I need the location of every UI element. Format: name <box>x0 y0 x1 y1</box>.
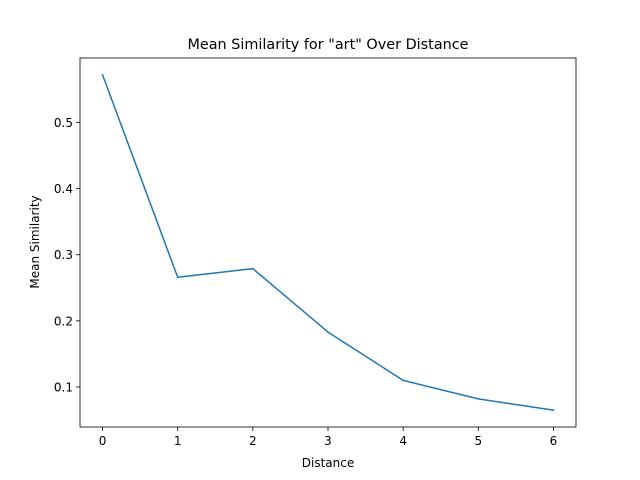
y-tick-label-3: 0.4 <box>54 182 73 196</box>
y-tick-label-2: 0.3 <box>54 248 73 262</box>
data-point-0-4 <box>402 379 404 382</box>
x-tick-label-5: 5 <box>474 434 482 448</box>
x-tick-label-3: 3 <box>324 434 332 448</box>
data-point-0-5 <box>477 398 480 400</box>
chart-title: Mean Similarity for "art" Over Distance <box>187 37 468 53</box>
y-tick-label-0: 0.1 <box>54 380 73 394</box>
data-point-0-3 <box>327 331 329 333</box>
data-point-0-0 <box>101 74 104 76</box>
plot-area: 0 1 2 3 4 5 6 0.1 0.2 0.3 0.4 0.5 <box>54 57 577 448</box>
y-tick-label-1: 0.2 <box>54 314 73 328</box>
data-point-0-2 <box>252 267 254 270</box>
x-tick-label-6: 6 <box>550 434 558 448</box>
x-tick-label-4: 4 <box>399 434 407 448</box>
data-point-0-1 <box>176 276 179 278</box>
x-tick-label-0: 0 <box>99 434 107 448</box>
data-point-0-6 <box>552 409 555 411</box>
x-axis-label: Distance <box>302 456 354 470</box>
x-tick-label-2: 2 <box>249 434 257 448</box>
y-tick-label-4: 0.5 <box>54 116 73 130</box>
x-tick-label-1: 1 <box>174 434 182 448</box>
y-axis-label: Mean Similarity <box>28 195 42 288</box>
